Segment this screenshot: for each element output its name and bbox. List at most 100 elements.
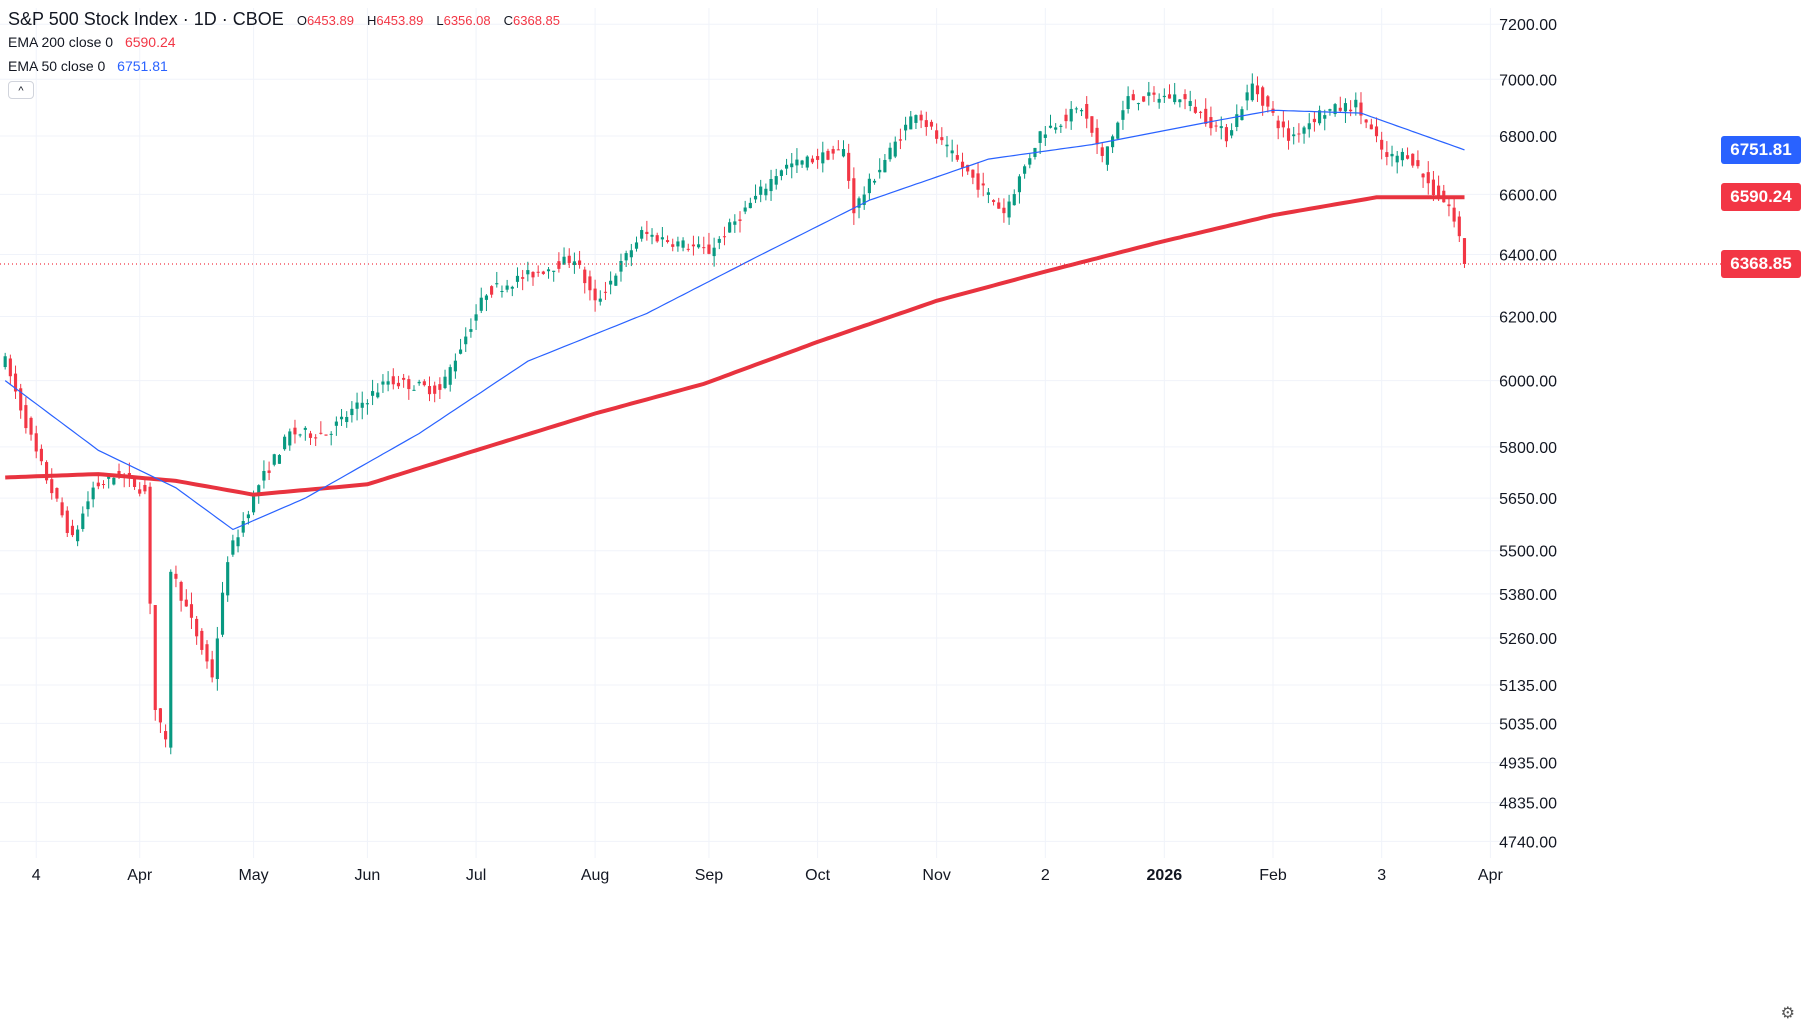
candle <box>1142 96 1146 103</box>
chart-legend-title[interactable]: S&P 500 Stock Index · 1D · CBOE O6453.89… <box>8 9 560 30</box>
candle <box>759 179 763 203</box>
candle <box>158 708 162 734</box>
candle-body <box>614 275 618 286</box>
candle-body <box>1054 127 1058 130</box>
candle-body <box>1157 98 1161 103</box>
candle <box>997 197 1001 209</box>
candle-body <box>660 237 664 240</box>
candle <box>293 419 297 444</box>
time-tick-label: Feb <box>1259 867 1287 884</box>
candle-body <box>862 194 866 205</box>
candle <box>1452 198 1456 228</box>
price-tick-label: 7200.00 <box>1499 17 1557 34</box>
candle <box>1095 119 1099 155</box>
candle <box>691 235 695 256</box>
candle-body <box>495 283 499 285</box>
candle-body <box>790 163 794 168</box>
candle <box>1276 115 1280 140</box>
price-axis[interactable]: 7200.00 7000.00 6800.00 6600.00 6400.00 6200.… <box>1499 17 1557 851</box>
candle <box>1307 113 1311 138</box>
candle-body <box>691 244 695 247</box>
ohlc-close-key: C <box>503 13 513 28</box>
candle <box>272 453 276 467</box>
candle-body <box>339 416 344 420</box>
candle-body <box>1023 166 1027 174</box>
candle <box>3 352 7 370</box>
candle-body <box>505 285 509 290</box>
candle <box>572 252 576 274</box>
candle-body <box>153 605 157 710</box>
candle-body <box>609 280 613 285</box>
candle <box>526 261 530 282</box>
candle <box>262 460 266 489</box>
candle <box>1312 110 1316 132</box>
candle-body <box>909 116 913 130</box>
candle <box>505 279 509 293</box>
candle <box>619 253 623 282</box>
ema50-value: 6751.81 <box>117 58 168 74</box>
legend-ema50[interactable]: EMA 50 close 0 6751.81 <box>8 58 168 74</box>
candle-body <box>45 462 49 481</box>
candle-body <box>422 381 426 386</box>
collapse-legend-button[interactable]: ^ <box>8 81 34 99</box>
candle <box>1405 147 1410 160</box>
candle <box>169 569 173 755</box>
candle-body <box>1380 139 1384 150</box>
candle-body <box>324 434 328 436</box>
candle <box>769 169 773 201</box>
candle-body <box>329 433 333 435</box>
candle <box>329 431 333 446</box>
candle-body <box>1085 104 1089 119</box>
candle <box>707 232 711 255</box>
candle-body <box>1209 117 1213 129</box>
candle <box>872 178 877 185</box>
candle <box>800 159 804 168</box>
candle-body <box>386 381 390 385</box>
candle <box>319 421 323 435</box>
candle <box>816 148 820 169</box>
candle <box>1054 123 1058 134</box>
candle-body <box>743 207 747 212</box>
candle <box>81 506 85 532</box>
candle-body <box>381 381 385 385</box>
candle-body <box>1204 108 1208 124</box>
candle <box>1385 141 1389 166</box>
candle <box>1007 194 1011 225</box>
candle <box>174 565 178 588</box>
candle <box>981 172 985 197</box>
symbol-title[interactable]: S&P 500 Stock Index · 1D · CBOE <box>8 9 284 29</box>
ema200-label: EMA 200 close 0 <box>8 34 114 50</box>
candle-body <box>1354 99 1358 108</box>
candle-body <box>1328 109 1332 111</box>
ema50-price-tag: 6751.81 <box>1721 135 1801 164</box>
candle <box>609 271 613 295</box>
ohlc-open-value: 6453.89 <box>306 13 354 28</box>
candle <box>1167 84 1172 99</box>
ema50-label: EMA 50 close 0 <box>8 58 106 74</box>
candle <box>1038 130 1042 155</box>
candle-body <box>1385 152 1389 157</box>
candle <box>557 252 561 273</box>
candle-body <box>593 288 597 301</box>
candle <box>138 482 142 497</box>
candle <box>215 626 219 691</box>
candle <box>91 481 95 508</box>
candle-body <box>1188 101 1192 106</box>
candle-body <box>257 485 261 495</box>
candle <box>402 373 406 388</box>
candle <box>857 196 861 219</box>
candle-body <box>515 275 520 282</box>
candle-body <box>50 479 54 494</box>
candle <box>339 408 344 426</box>
candle-body <box>1064 114 1068 122</box>
candle <box>179 580 183 612</box>
legend-ema200[interactable]: EMA 200 close 0 6590.24 <box>8 34 176 50</box>
candle <box>583 266 587 294</box>
candle <box>1245 84 1249 111</box>
gear-icon[interactable]: ⚙ <box>1780 1005 1795 1022</box>
time-axis[interactable]: 4 Apr May Jun Jul Aug Sep Oct Nov 2 2026 Feb 3 Apr <box>32 867 1504 884</box>
candle-body <box>1090 116 1094 133</box>
candle-body <box>1297 133 1301 135</box>
candle <box>940 127 944 145</box>
